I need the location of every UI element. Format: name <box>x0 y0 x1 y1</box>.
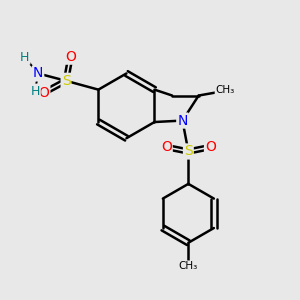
Text: N: N <box>177 114 188 128</box>
Text: N: N <box>33 66 43 80</box>
Text: H: H <box>20 51 29 64</box>
Text: H: H <box>30 85 40 98</box>
Text: O: O <box>65 50 76 64</box>
Text: CH₃: CH₃ <box>215 85 235 95</box>
Text: O: O <box>161 140 172 154</box>
Text: S: S <box>184 145 193 158</box>
Text: O: O <box>205 140 216 154</box>
Text: O: O <box>38 85 50 100</box>
Text: CH₃: CH₃ <box>179 261 198 271</box>
Text: S: S <box>61 74 70 88</box>
